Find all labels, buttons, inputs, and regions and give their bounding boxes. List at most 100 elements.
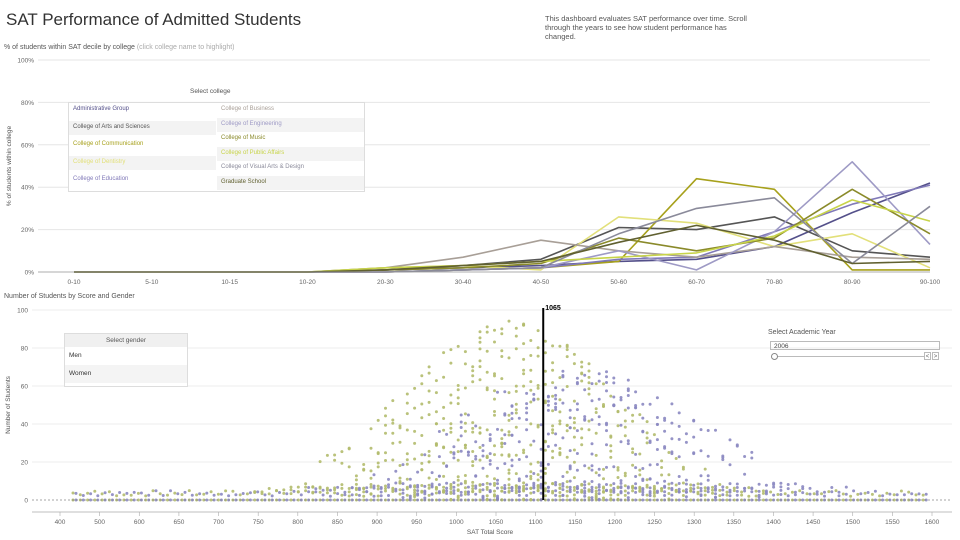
scatter-point <box>561 494 565 497</box>
scatter-point <box>605 488 608 492</box>
scatter-point <box>551 482 555 485</box>
scatter-point <box>372 484 376 488</box>
scatter-point <box>256 490 260 494</box>
college-item[interactable]: College of Visual Arts & Design <box>221 164 304 170</box>
scatter-point <box>539 475 543 479</box>
scatter-point <box>583 373 587 377</box>
scatter-point <box>605 465 608 469</box>
scatter-point <box>507 486 511 490</box>
scatter-point <box>296 490 300 494</box>
scatter-point <box>151 489 155 493</box>
scatter-point <box>529 477 533 481</box>
scatter-point <box>463 429 467 433</box>
scatter-point <box>144 494 148 498</box>
scatter-point <box>612 403 616 407</box>
scatter-point <box>681 467 685 471</box>
scatter-point <box>536 478 540 482</box>
year-prev-button[interactable]: < <box>924 352 931 360</box>
line-chart-x-tick: 30-40 <box>455 279 472 286</box>
scatter-point <box>597 415 601 419</box>
scatter-point <box>401 488 405 492</box>
gender-item-men[interactable]: Men <box>65 347 187 365</box>
college-item[interactable]: College of Engineering <box>217 117 364 132</box>
college-item[interactable]: College of Communication <box>73 141 144 147</box>
scatter-point <box>481 496 485 500</box>
scatter-point <box>362 463 366 466</box>
scatter-point <box>776 493 780 496</box>
scatter-point <box>369 498 373 502</box>
scatter-point <box>510 458 514 462</box>
scatter-point <box>456 344 460 348</box>
slider-thumb[interactable] <box>771 353 778 360</box>
scatter-point <box>546 489 550 493</box>
scatter-point <box>764 483 768 487</box>
scatter-point <box>634 486 638 490</box>
college-item[interactable]: College of Education <box>73 176 129 182</box>
scatter-point <box>565 489 569 493</box>
scatter-point <box>575 376 579 380</box>
scatter-point <box>703 489 707 493</box>
scatter-point <box>725 490 729 494</box>
scatter-point <box>525 428 529 432</box>
scatter-axes: 0 20 40 60 80 100 400 500 600 650 700 750 800 850 900 9… <box>5 308 952 536</box>
scatter-point <box>641 487 645 490</box>
scatter-point <box>224 489 228 493</box>
scatter-point <box>764 492 768 496</box>
scatter-point <box>122 493 126 497</box>
scatter-point <box>289 485 293 489</box>
scatter-x-tick: 700 <box>213 519 224 526</box>
scatter-point <box>619 398 623 402</box>
scatter-point <box>376 465 380 469</box>
scatter-point <box>681 489 685 493</box>
scatter-point <box>888 492 892 496</box>
scatter-point <box>463 412 467 416</box>
college-item[interactable]: College of Public Affairs <box>217 146 364 161</box>
gender-item-women[interactable]: Women <box>65 365 187 383</box>
scatter-point <box>456 388 460 392</box>
year-next-button[interactable]: > <box>932 352 939 360</box>
college-item[interactable]: College of Music <box>221 135 266 141</box>
scatter-point <box>496 482 499 486</box>
scatter-point <box>449 484 453 488</box>
scatter-point <box>408 477 412 481</box>
college-item[interactable]: College of Business <box>221 106 275 112</box>
scatter-point <box>728 438 732 442</box>
scatter-point <box>539 491 543 495</box>
scatter-point <box>849 498 853 502</box>
scatter-point <box>478 488 482 492</box>
scatter-point <box>536 384 540 387</box>
scatter-point <box>362 490 366 494</box>
scatter-point <box>616 466 620 470</box>
college-item[interactable]: College of Arts and Sciences <box>69 120 216 135</box>
scatter-point <box>885 491 889 495</box>
scatter-point <box>590 382 594 386</box>
scatter-point <box>307 486 311 489</box>
scatter-x-tick: 600 <box>134 519 145 526</box>
college-item[interactable]: Administrative Group <box>73 106 130 112</box>
scatter-point <box>442 446 446 450</box>
scatter-point <box>427 454 431 458</box>
scatter-point <box>478 330 482 334</box>
scatter-point <box>609 493 613 497</box>
scatter-point <box>398 440 402 444</box>
scatter-point <box>670 421 674 425</box>
scatter-point <box>568 449 572 453</box>
scatter-point <box>500 349 504 353</box>
scatter-point <box>347 490 351 494</box>
scatter-point <box>103 491 107 495</box>
scatter-point <box>699 474 703 478</box>
scatter-point <box>471 374 475 378</box>
scatter-point <box>561 375 565 379</box>
scatter-point <box>292 498 296 502</box>
year-slider[interactable]: < > <box>770 352 940 361</box>
year-select-input[interactable]: 2006 <box>770 341 940 350</box>
scatter-point <box>122 498 126 502</box>
scatter-point <box>626 387 630 391</box>
line-chart-x-tick: 10-20 <box>299 279 316 286</box>
scatter-point <box>529 400 533 404</box>
scatter-point <box>852 489 856 493</box>
college-item[interactable]: College of Dentistry <box>69 155 216 170</box>
scatter-point <box>529 443 533 447</box>
scatter-point <box>572 426 576 430</box>
college-item[interactable]: Graduate School <box>217 175 364 190</box>
